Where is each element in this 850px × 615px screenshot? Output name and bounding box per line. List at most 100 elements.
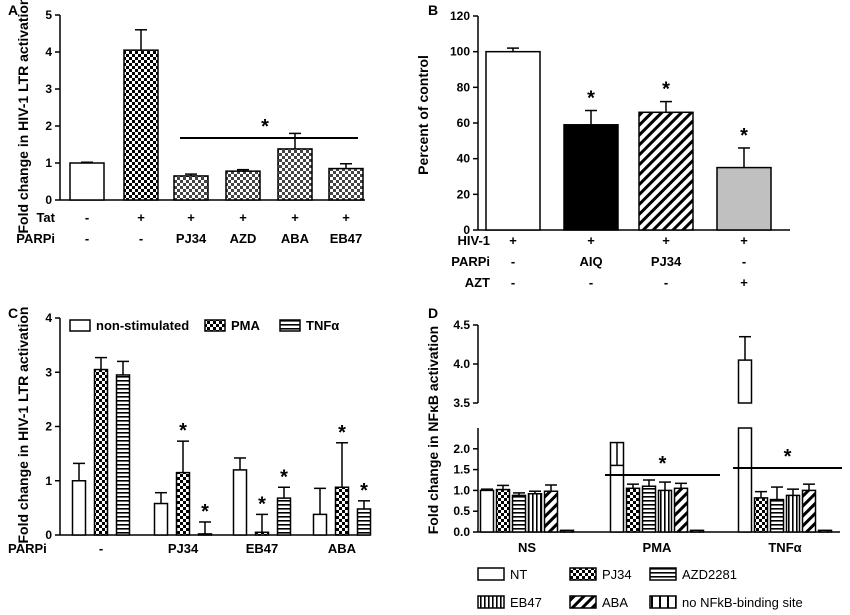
panel-d-ylabel: Fold change in NFκB activation (425, 326, 441, 535)
panel-a-condition-value: + (291, 210, 299, 225)
panel-c-star: * (258, 493, 266, 515)
panel-a-condition-label: PARPi (16, 231, 55, 246)
panel-d-legend-swatch (649, 567, 677, 581)
panel-b-bar (563, 124, 619, 231)
panel-b-condition-value: + (662, 233, 670, 248)
panel-d-bar (689, 529, 705, 533)
panel-d-legend-label: AZD2281 (682, 567, 737, 582)
panel-b-bar (638, 111, 694, 231)
panel-d-bar (479, 489, 495, 533)
panel-b-condition-value: + (740, 233, 748, 248)
panel-b-condition-value: PJ34 (651, 254, 682, 269)
panel-a-ylabel-line1: Fold change in HIV-1 LTR activation (15, 0, 31, 234)
panel-b-condition-label: HIV-1 (457, 233, 490, 248)
panel-a-condition-value: + (187, 210, 195, 225)
panel-d-bar (495, 488, 511, 533)
panel-d-bar (543, 490, 559, 533)
panel-b-star: * (587, 88, 595, 110)
panel-d-y-tick-label: 0.5 (453, 504, 470, 518)
panel-c-group-label: ABA (328, 541, 357, 556)
panel-a-condition-value: ABA (281, 231, 310, 246)
panel-c-bar (334, 486, 350, 536)
panel-c-bar (232, 469, 248, 536)
panel-d-legend-label: ABA (602, 595, 628, 610)
panel-c-bar (71, 480, 87, 536)
panel-c-y-axis-tick-label: 0 (45, 528, 52, 542)
panel-b-y-axis-tick-label: 100 (450, 45, 470, 59)
panel-c-bar (356, 508, 372, 536)
panel-a-y-axis-tick-label: 4 (45, 45, 52, 59)
panel-c-star: * (338, 422, 346, 444)
panel-d-y-tick-label: 1.5 (453, 463, 470, 477)
panel-b-condition-value: + (740, 275, 748, 290)
panel-a-condition-value: - (85, 231, 89, 246)
panel-d-bar (641, 485, 657, 533)
panel-d-y-tick-label: 3.5 (453, 396, 470, 410)
panel-c-bar (276, 497, 292, 536)
panel-d-significance-star: * (659, 453, 667, 475)
panel-b-condition-value: - (511, 254, 515, 269)
panel-a-condition-value: AZD (230, 231, 257, 246)
panel-b-condition-value: - (511, 275, 515, 290)
panel-letter-a: A (8, 2, 18, 18)
panel-d-legend-swatch (477, 595, 505, 609)
panel-b-y-axis-tick-label: 120 (450, 9, 470, 23)
panel-a-condition-value: EB47 (330, 231, 363, 246)
panel-a-y-axis-tick-label: 5 (45, 8, 52, 22)
panel-d-y-tick-label: 0.0 (453, 525, 470, 539)
panel-c-legend-label: non-stimulated (96, 318, 189, 333)
panel-d-bar (801, 489, 817, 533)
panel-d-bar (817, 529, 833, 533)
panel-b-condition-value: + (587, 233, 595, 248)
panel-a-y-axis-tick-label: 1 (45, 156, 52, 170)
panel-c-star: * (280, 466, 288, 488)
panel-d-bar (527, 492, 543, 533)
panel-d-legend-label: no NFkB-binding site (682, 595, 803, 610)
panel-d-y-tick-label: 4.5 (453, 318, 470, 332)
panel-b-condition-value: - (664, 275, 668, 290)
panel-c-bar (115, 374, 131, 536)
panel-a-bar (123, 49, 159, 201)
panel-a-condition-value: + (342, 210, 350, 225)
panel-b-star: * (740, 125, 748, 147)
panel-c-group-axis-label: PARPi (8, 541, 47, 556)
panel-a-condition-label: Tat (36, 210, 55, 225)
panel-d-group-label: NS (518, 540, 536, 555)
panel-d-legend-swatch (569, 567, 597, 581)
panel-b-y-axis-tick-label: 20 (457, 187, 471, 201)
panel-letter-c: C (8, 305, 18, 321)
panel-a-bar (173, 175, 209, 201)
panel-d-bar-lower (737, 427, 753, 533)
panel-a-y-axis-tick-label: 3 (45, 82, 52, 96)
panel-c-y-axis-tick-label: 1 (45, 474, 52, 488)
panel-letter-d: D (428, 305, 438, 321)
panel-c-legend-swatch (204, 319, 226, 332)
panel-b-condition-label: PARPi (451, 254, 490, 269)
panel-a-condition-value: - (139, 231, 143, 246)
panel-d-y-tick-label: 2.0 (453, 442, 470, 456)
panel-c-group-label: EB47 (246, 541, 279, 556)
panel-a-condition-value: + (239, 210, 247, 225)
panel-b-y-axis-tick-label: 0 (463, 223, 470, 237)
panel-d-bar (657, 489, 673, 533)
panel-b-star: * (662, 79, 670, 101)
panel-c-y-axis-tick-label: 3 (45, 365, 52, 379)
panel-c-star: * (201, 501, 209, 523)
panel-d-bar (559, 529, 575, 533)
panel-c-bar (197, 533, 213, 536)
panel-c-star: * (179, 420, 187, 442)
panel-b-condition-value: - (589, 275, 593, 290)
panel-d-y-tick-label: 1.0 (453, 483, 470, 497)
panel-c-y-axis-tick-label: 4 (45, 311, 52, 325)
panel-c-ylabel: Fold change in HIV-1 LTR activation (15, 307, 31, 544)
panel-b-condition-label: AZT (465, 275, 490, 290)
panel-a-condition-value: - (85, 210, 89, 225)
panel-c-bar (312, 513, 328, 536)
panel-b-y-axis-tick-label: 40 (457, 152, 471, 166)
panel-d-legend-swatch (569, 595, 597, 609)
panel-a-y-axis-tick-label: 2 (45, 119, 52, 133)
panel-d-legend-label: PJ34 (602, 567, 632, 582)
panel-a-y-axis-tick-label: 0 (45, 193, 52, 207)
panel-d-group-label: PMA (643, 540, 673, 555)
